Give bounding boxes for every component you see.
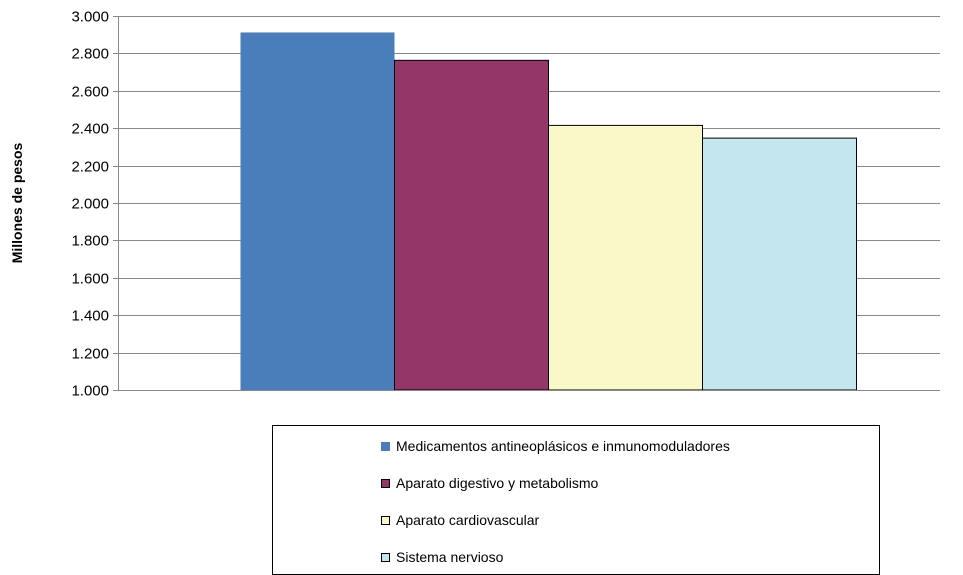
bar-2: [394, 59, 549, 391]
legend-item: Medicamentos antineoplásicos e inmunomod…: [381, 438, 730, 454]
y-tick-label: 2.400: [71, 121, 109, 138]
legend-swatch: [381, 478, 390, 488]
y-tick-label: 1.200: [71, 346, 109, 363]
axes: [113, 16, 940, 391]
bar-3: [548, 124, 703, 391]
legend-swatch: [381, 441, 390, 451]
y-tick-label: 2.800: [71, 46, 109, 63]
y-tick-label: 3.000: [71, 9, 109, 26]
y-tick-label: 2.600: [71, 84, 109, 101]
legend-label: Aparato cardiovascular: [396, 512, 540, 528]
chart: 1.000 1.200 1.400 1.600 1.800 2.000 2.200 2.400…: [9, 9, 940, 400]
legend-item: Sistema nervioso: [381, 549, 503, 565]
y-tick-labels: 1.000 1.200 1.400 1.600 1.800 2.000 2.200 2.400…: [71, 9, 109, 400]
y-tick-label: 1.800: [71, 233, 109, 250]
y-tick-label: 1.400: [71, 308, 109, 325]
y-axis-title: Millones de pesos: [9, 142, 25, 263]
legend-item: Aparato digestivo y metabolismo: [381, 475, 598, 491]
legend-label: Aparato digestivo y metabolismo: [396, 475, 599, 491]
y-tick-label: 2.000: [71, 196, 109, 213]
y-tick-label: 1.000: [71, 383, 109, 400]
legend-label: Sistema nervioso: [396, 549, 504, 565]
legend: Medicamentos antineoplásicos e inmunomod…: [272, 425, 880, 575]
legend-swatch: [381, 552, 390, 562]
legend-swatch: [381, 515, 390, 525]
bars: [240, 32, 857, 391]
bar-4: [702, 137, 857, 391]
legend-item: Aparato cardiovascular: [381, 512, 539, 528]
legend-label: Medicamentos antineoplásicos e inmunomod…: [396, 438, 730, 454]
y-tick-label: 2.200: [71, 159, 109, 176]
bar-1: [240, 32, 395, 391]
y-tick-label: 1.600: [71, 271, 109, 288]
